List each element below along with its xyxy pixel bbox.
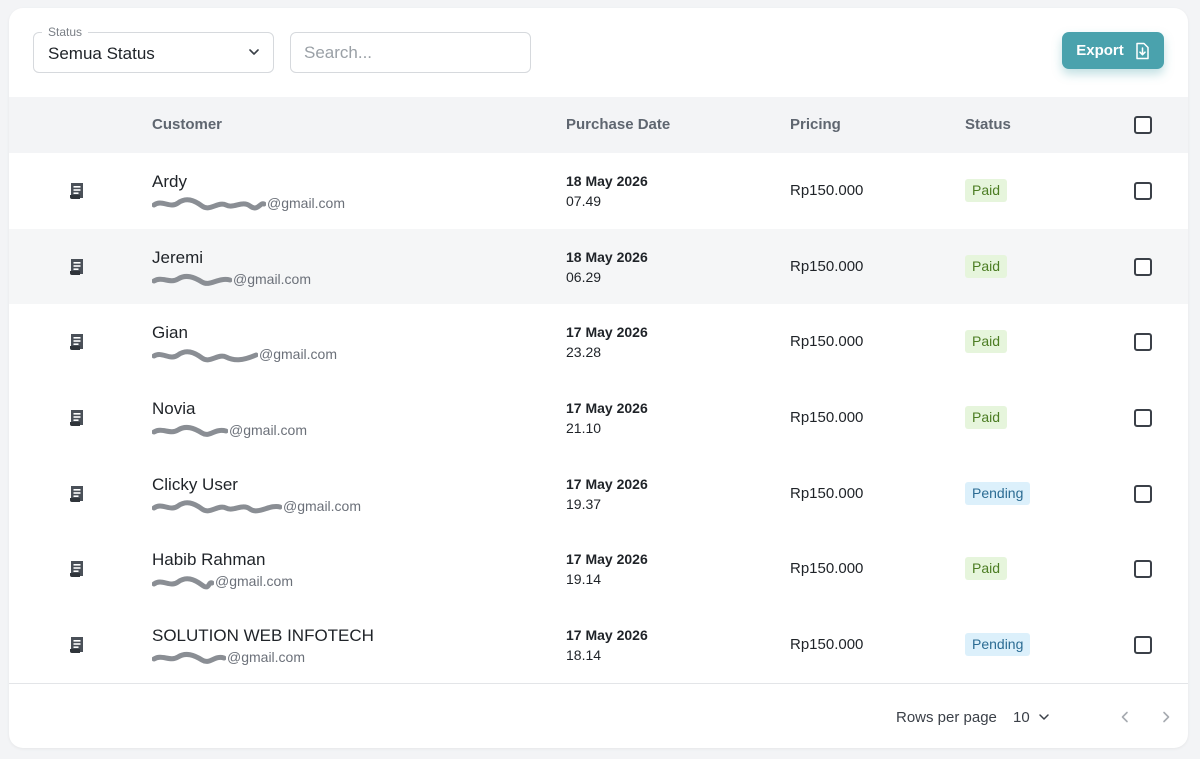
redaction-scribble: [152, 652, 226, 665]
pricing-value: Rp150.000: [790, 560, 864, 578]
receipt-icon: [70, 561, 83, 578]
customer-name: SOLUTION WEB INFOTECH: [152, 626, 374, 646]
status-badge: Paid: [965, 406, 1008, 430]
next-page-button[interactable]: [1155, 706, 1177, 728]
column-header-pricing: Pricing: [790, 116, 841, 133]
purchase-date: 17 May 2026: [566, 400, 648, 417]
purchase-date: 17 May 2026: [566, 551, 648, 568]
table-footer-divider: [9, 683, 1188, 684]
row-checkbox[interactable]: [1134, 484, 1152, 503]
column-header-customer: Customer: [152, 116, 223, 133]
redaction-scribble: [152, 273, 232, 286]
table-row[interactable]: Ardy @gmail.com 18 May 2026 07.49 Rp150.…: [9, 153, 1188, 229]
status-filter-select[interactable]: Status Semua Status: [33, 24, 274, 73]
rows-per-page-select[interactable]: 10: [1013, 705, 1050, 729]
export-button[interactable]: Export: [1062, 32, 1164, 69]
receipt-icon: [70, 334, 83, 351]
customer-name: Gian: [152, 323, 188, 343]
status-badge: Pending: [965, 633, 1031, 657]
table-row[interactable]: Habib Rahman @gmail.com 17 May 2026 19.1…: [9, 531, 1188, 607]
row-checkbox[interactable]: [1134, 409, 1152, 428]
row-checkbox[interactable]: [1134, 636, 1152, 655]
purchase-date: 18 May 2026: [566, 173, 648, 189]
export-button-label: Export: [1076, 42, 1124, 59]
pricing-value: Rp150.000: [790, 333, 864, 351]
customer-email: @gmail.com: [152, 649, 305, 666]
row-checkbox[interactable]: [1134, 560, 1152, 579]
redaction-scribble: [152, 425, 228, 438]
pricing-value: Rp150.000: [790, 409, 864, 427]
purchase-time: 19.14: [566, 571, 602, 588]
status-badge: Paid: [965, 254, 1008, 278]
pricing-value: Rp150.000: [790, 636, 864, 654]
pricing-value: Rp150.000: [790, 257, 864, 275]
row-checkbox[interactable]: [1134, 182, 1152, 200]
purchase-date: 17 May 2026: [566, 324, 648, 341]
customer-name: Clicky User: [152, 474, 238, 494]
customer-email: @gmail.com: [152, 195, 345, 212]
customer-name: Habib Rahman: [152, 550, 266, 570]
rows-per-page-value: 10: [1013, 708, 1030, 726]
customer-email: @gmail.com: [152, 271, 311, 288]
customer-name: Jeremi: [152, 247, 204, 267]
redaction-scribble: [152, 500, 282, 514]
column-header-purchase-date: Purchase Date: [566, 116, 671, 133]
purchase-time: 21.10: [566, 420, 602, 437]
rows-per-page-label: Rows per page: [896, 709, 997, 726]
row-checkbox[interactable]: [1134, 257, 1152, 276]
redaction-scribble: [152, 575, 214, 590]
purchase-time: 18.14: [566, 647, 602, 664]
receipt-icon: [70, 485, 83, 502]
previous-page-button[interactable]: [1114, 706, 1136, 728]
customer-email: @gmail.com: [152, 422, 307, 439]
purchase-date: 17 May 2026: [566, 475, 648, 492]
file-export-icon: [1136, 42, 1149, 59]
pricing-value: Rp150.000: [790, 182, 864, 199]
customer-name: Ardy: [152, 172, 187, 191]
receipt-icon: [70, 258, 83, 275]
table-row[interactable]: SOLUTION WEB INFOTECH @gmail.com 17 May …: [9, 607, 1188, 683]
table-header: Customer Purchase Date Pricing Status: [9, 97, 1188, 153]
table-row[interactable]: Clicky User @gmail.com 17 May 2026 19.37…: [9, 456, 1188, 532]
chevron-down-icon: [1038, 714, 1049, 720]
redaction-scribble: [152, 348, 258, 362]
receipt-icon: [70, 410, 83, 427]
status-filter-label: Status: [42, 24, 89, 40]
customer-email: @gmail.com: [152, 498, 361, 515]
receipt-icon: [70, 183, 83, 199]
chevron-down-icon: [249, 49, 259, 55]
table-row[interactable]: Novia @gmail.com 17 May 2026 21.10 Rp150…: [9, 380, 1188, 456]
redaction-scribble: [152, 197, 266, 211]
purchase-time: 06.29: [566, 268, 602, 285]
table-row[interactable]: Gian @gmail.com 17 May 2026 23.28 Rp150.…: [9, 304, 1188, 380]
customer-email: @gmail.com: [152, 573, 293, 590]
purchase-date: 17 May 2026: [566, 627, 648, 644]
search-input[interactable]: [290, 32, 531, 73]
receipt-icon: [70, 637, 83, 654]
status-badge: Paid: [965, 330, 1008, 354]
table-body: Ardy @gmail.com 18 May 2026 07.49 Rp150.…: [9, 153, 1188, 683]
status-badge: Pending: [965, 481, 1031, 505]
purchase-time: 23.28: [566, 344, 602, 361]
purchase-time: 19.37: [566, 495, 602, 512]
customer-email: @gmail.com: [152, 346, 337, 363]
select-all-checkbox[interactable]: [1134, 116, 1152, 134]
status-badge: Paid: [965, 179, 1008, 202]
chevron-left-icon: [1121, 711, 1128, 723]
status-badge: Paid: [965, 557, 1008, 581]
chevron-right-icon: [1163, 711, 1170, 723]
row-checkbox[interactable]: [1134, 333, 1152, 352]
pricing-value: Rp150.000: [790, 484, 864, 502]
table-row[interactable]: Jeremi @gmail.com 18 May 2026 06.29 Rp15…: [9, 228, 1188, 305]
purchase-time: 07.49: [566, 193, 602, 209]
status-filter-value: Semua Status: [48, 44, 155, 63]
column-header-status: Status: [965, 116, 1011, 133]
customer-name: Novia: [152, 399, 196, 419]
purchase-date: 18 May 2026: [566, 248, 648, 265]
orders-card: Status Semua Status Export Customer Purc…: [9, 8, 1188, 748]
